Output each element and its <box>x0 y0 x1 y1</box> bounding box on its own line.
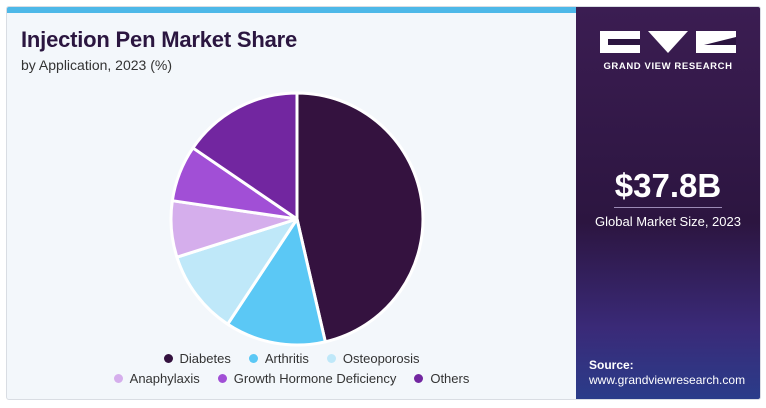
chart-card: Injection Pen Market Share by Applicatio… <box>6 6 761 400</box>
grand-view-research-logo <box>600 31 736 53</box>
legend-label: Anaphylaxis <box>129 371 200 386</box>
legend-row-1: Diabetes Arthritis Osteoporosis <box>7 351 576 366</box>
legend-swatch <box>248 354 258 363</box>
chart-title: Injection Pen Market Share <box>21 27 297 52</box>
summary-panel: GRAND VIEW RESEARCH $37.8B Global Market… <box>576 7 760 399</box>
pie-slice-arthritis <box>226 217 327 347</box>
legend-item-growth-hormone-deficiency: Growth Hormone Deficiency <box>217 371 397 386</box>
market-size-value: $37.8B <box>614 167 722 204</box>
legend-label: Diabetes <box>179 351 231 366</box>
legend-label: Osteoporosis <box>342 351 420 366</box>
legend-item-diabetes: Diabetes <box>163 351 231 366</box>
legend-label: Others <box>430 371 470 386</box>
legend-label: Arthritis <box>264 351 309 366</box>
legend-swatch <box>217 374 227 383</box>
legend-label: Growth Hormone Deficiency <box>233 371 397 386</box>
legend-item-anaphylaxis: Anaphylaxis <box>113 371 200 386</box>
pie-slice-osteoporosis <box>175 217 299 326</box>
legend-swatch <box>414 374 424 383</box>
source-url: www.grandviewresearch.com <box>589 373 746 387</box>
source-label: Source: <box>589 358 634 372</box>
value-divider <box>614 207 722 208</box>
accent-bar <box>7 7 576 13</box>
pie-slice-others <box>191 91 299 221</box>
legend-item-arthritis: Arthritis <box>248 351 309 366</box>
chart-subtitle: by Application, 2023 (%) <box>21 57 172 73</box>
legend-swatch <box>113 374 123 383</box>
legend-swatch <box>163 354 173 363</box>
pie-slice-diabetes <box>295 91 425 344</box>
legend-swatch <box>326 354 336 363</box>
market-size-caption: Global Market Size, 2023 <box>595 214 741 229</box>
legend-item-others: Others <box>414 371 469 386</box>
pie-chart <box>169 91 425 347</box>
brand-name: GRAND VIEW RESEARCH <box>603 61 733 72</box>
legend-item-osteoporosis: Osteoporosis <box>326 351 420 366</box>
legend-row-2: Anaphylaxis Growth Hormone Deficiency Ot… <box>7 371 576 386</box>
